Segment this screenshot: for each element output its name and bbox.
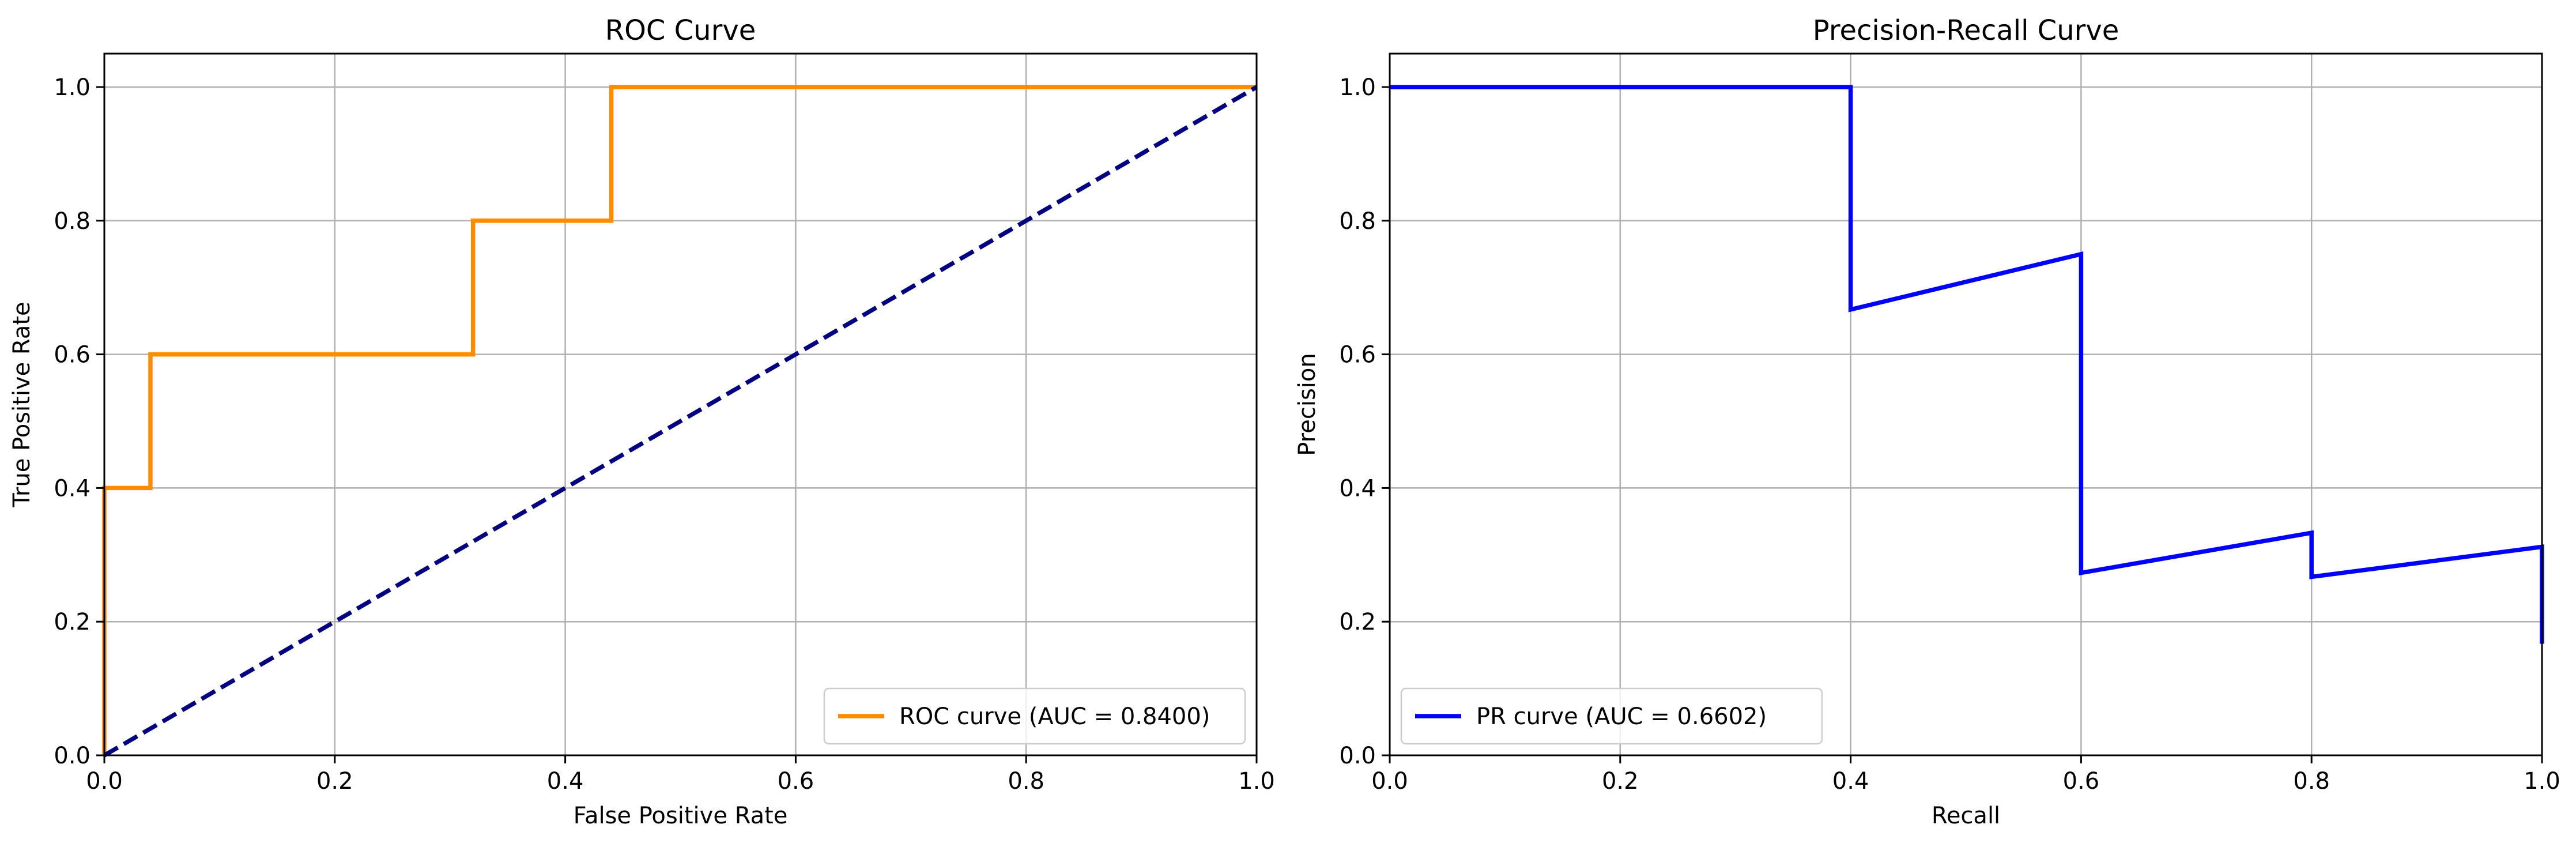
x-tick-label: 0.6 (778, 768, 814, 795)
x-axis-title: Recall (1932, 803, 2000, 829)
axes-frame (103, 52, 1258, 756)
x-tick-label: 0.6 (2063, 768, 2100, 795)
y-tick-label: 0.2 (1339, 609, 1376, 635)
x-tick-label: 0.2 (1602, 768, 1639, 795)
axes-frame (1389, 52, 2543, 756)
legend-box (1400, 687, 1823, 745)
series-line-2 (103, 85, 1258, 758)
series-line-1 (102, 85, 1257, 755)
x-axis-title: False Positive Rate (574, 803, 788, 829)
chart-panel-1: 0.0 0.2 0.4 0.6 0.8 1.0 0.0 0.2 0.4 0.6 0.8 1.0 ROC … (9, 14, 1275, 829)
y-tick-label: 0.6 (54, 342, 90, 368)
x-tick-label: 0.0 (1371, 768, 1408, 795)
y-tick-label: 0.0 (54, 743, 90, 769)
chart-title: Precision-Recall Curve (1813, 14, 2119, 47)
legend-label: PR curve (AUC = 0.6602) (1476, 703, 1767, 730)
y-tick-label: 0.6 (1339, 342, 1376, 368)
x-tick-label: 0.4 (547, 768, 584, 795)
legend-label: ROC curve (AUC = 0.8400) (899, 703, 1210, 730)
y-tick-label: 0.4 (54, 475, 90, 502)
y-axis-title: True Positive Rate (9, 302, 35, 507)
x-tick-label: 1.0 (2524, 768, 2560, 795)
y-tick-label: 0.2 (54, 609, 90, 635)
y-tick-label: 1.0 (54, 74, 90, 101)
y-tick-label: 0.8 (1339, 208, 1376, 235)
legend: PR curve (AUC = 0.6602) (1400, 687, 1823, 745)
x-tick-label: 1.0 (1238, 768, 1275, 795)
x-tick-label: 0.8 (2293, 768, 2330, 795)
legend: ROC curve (AUC = 0.8400) (823, 687, 1246, 745)
x-tick-label: 0.2 (316, 768, 353, 795)
y-tick-label: 0.8 (54, 208, 90, 235)
chart-title: ROC Curve (605, 14, 756, 47)
x-tick-label: 0.8 (1008, 768, 1044, 795)
legend-box (823, 687, 1246, 745)
chart-panel-2: 0.0 0.2 0.4 0.6 0.8 1.0 0.0 0.2 0.4 0.6 0.8 1.0 Prec… (1294, 14, 2560, 829)
series-line-1 (1390, 85, 2544, 644)
x-tick-label: 0.0 (86, 768, 123, 795)
y-tick-label: 0.0 (1339, 743, 1376, 769)
y-tick-label: 0.4 (1339, 475, 1376, 502)
x-tick-label: 0.4 (1832, 768, 1869, 795)
y-tick-label: 1.0 (1339, 74, 1376, 101)
y-axis-title: Precision (1294, 353, 1321, 456)
